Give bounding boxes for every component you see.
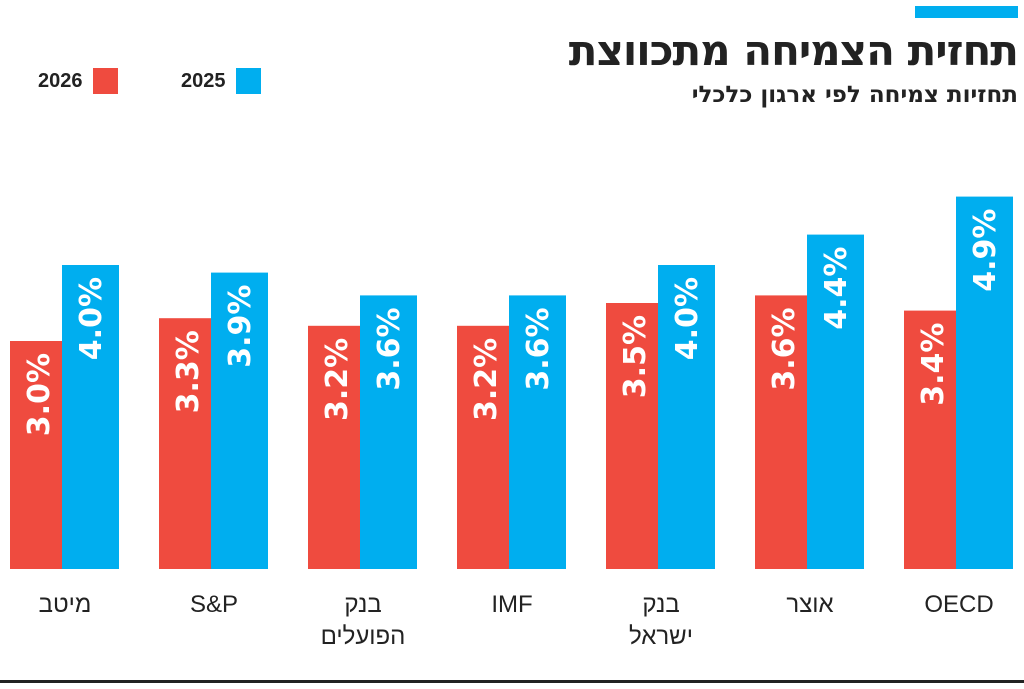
bar-2025-6 (956, 196, 1013, 569)
bar-2025-1 (211, 272, 268, 569)
category-label-2: בנק (344, 591, 381, 618)
bar-2026-2 (308, 325, 365, 569)
bar-2026-6 (904, 310, 961, 569)
legend-item-2026: 2026 (38, 68, 118, 94)
data-label-2025-2: 3.6% (372, 307, 407, 390)
legend-item-2025: 2025 (181, 68, 261, 94)
data-label-2025-5: 4.4% (819, 247, 854, 330)
bar-2025-0 (62, 265, 119, 569)
data-label-2026-5: 3.6% (767, 307, 802, 390)
data-label-2026-4: 3.5% (618, 315, 653, 398)
accent-bar (915, 6, 1018, 18)
data-label-2026-0: 3.0% (22, 353, 57, 436)
bar-2026-3 (457, 325, 514, 569)
bottom-rule (0, 680, 1024, 683)
data-label-2025-4: 4.0% (670, 277, 705, 360)
bar-2025-3 (509, 295, 566, 569)
category-label-0: מיטב (39, 591, 92, 618)
bar-2025-4 (658, 265, 715, 569)
category-label-4: ישראל (629, 623, 693, 650)
category-label-6: OECD (924, 591, 993, 618)
category-label-4: בנק (642, 591, 679, 618)
data-label-2026-2: 3.2% (320, 338, 355, 421)
legend-label-2025: 2025 (181, 69, 226, 92)
category-label-1: S&P (190, 591, 238, 618)
bar-2026-1 (159, 318, 216, 569)
data-label-2025-3: 3.6% (521, 307, 556, 390)
chart-subtitle: תחזיות צמיחה לפי ארגון כלכלי (691, 82, 1018, 108)
bar-2026-4 (606, 303, 663, 569)
data-label-2026-6: 3.4% (916, 323, 951, 406)
category-label-3: IMF (491, 591, 532, 618)
legend-label-2026: 2026 (38, 69, 83, 92)
bar-2025-2 (360, 295, 417, 569)
data-label-2025-0: 4.0% (74, 277, 109, 360)
data-label-2026-3: 3.2% (469, 338, 504, 421)
category-label-5: אוצר (786, 591, 833, 618)
legend-swatch-2025 (235, 68, 261, 94)
bar-2026-0 (10, 341, 67, 569)
bar-2026-5 (755, 295, 812, 569)
data-label-2025-1: 3.9% (223, 285, 258, 368)
bar-2025-5 (807, 234, 864, 569)
data-label-2026-1: 3.3% (171, 330, 206, 413)
legend-swatch-2026 (92, 68, 118, 94)
data-label-2025-6: 4.9% (968, 209, 1003, 292)
chart-title: תחזית הצמיחה מתכווצת (568, 26, 1019, 75)
category-label-2: הפועלים (321, 623, 406, 650)
